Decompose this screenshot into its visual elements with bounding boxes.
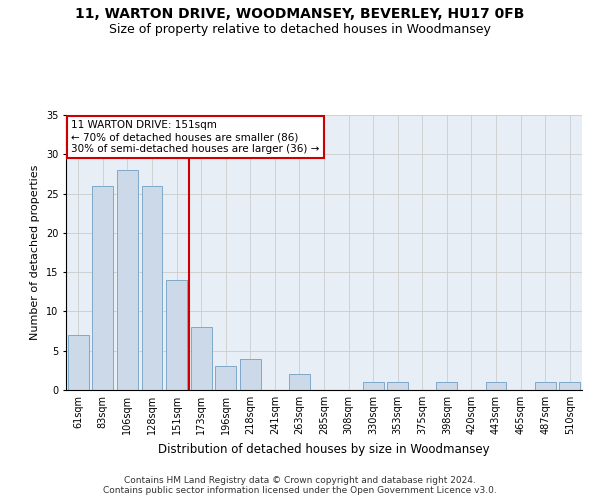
Text: 11, WARTON DRIVE, WOODMANSEY, BEVERLEY, HU17 0FB: 11, WARTON DRIVE, WOODMANSEY, BEVERLEY, …	[76, 8, 524, 22]
Text: Size of property relative to detached houses in Woodmansey: Size of property relative to detached ho…	[109, 22, 491, 36]
Bar	[559, 382, 580, 390]
Y-axis label: Number of detached properties: Number of detached properties	[31, 165, 40, 340]
Text: Contains HM Land Registry data © Crown copyright and database right 2024.
Contai: Contains HM Land Registry data © Crown c…	[103, 476, 497, 495]
Bar	[117, 170, 138, 390]
Bar	[362, 382, 383, 390]
Bar	[68, 335, 89, 390]
Bar	[436, 382, 457, 390]
Text: 11 WARTON DRIVE: 151sqm
← 70% of detached houses are smaller (86)
30% of semi-de: 11 WARTON DRIVE: 151sqm ← 70% of detache…	[71, 120, 320, 154]
Bar	[289, 374, 310, 390]
Bar	[191, 327, 212, 390]
X-axis label: Distribution of detached houses by size in Woodmansey: Distribution of detached houses by size …	[158, 442, 490, 456]
Bar	[240, 358, 261, 390]
Bar	[485, 382, 506, 390]
Bar	[535, 382, 556, 390]
Bar	[215, 366, 236, 390]
Bar	[166, 280, 187, 390]
Bar	[142, 186, 163, 390]
Bar	[387, 382, 408, 390]
Bar	[92, 186, 113, 390]
